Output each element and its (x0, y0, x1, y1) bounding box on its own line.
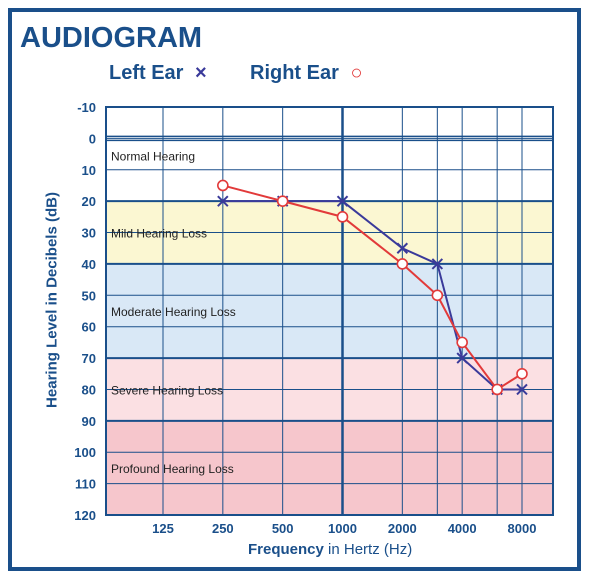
plot-border (105, 106, 554, 516)
x-axis-label: Frequency in Hertz (Hz) (248, 541, 412, 558)
right-ear-point-0 (217, 179, 229, 192)
left-ear-point-7 (516, 383, 528, 396)
band-label-0: Normal Hearing (111, 149, 195, 163)
x-tick-label-1000: 1000 (328, 521, 357, 536)
x-axis-label-rest: in Hertz (Hz) (323, 541, 413, 558)
right-ear-point-6 (491, 383, 503, 396)
y-tick-label-30: 30 (82, 226, 96, 241)
right-ear-point-5 (456, 336, 468, 349)
right-ear-point-7 (516, 367, 528, 380)
right-ear-point-2 (336, 211, 349, 223)
band-2 (106, 263, 553, 359)
left-ear-point-2 (336, 195, 349, 207)
series-line-left-ear (222, 200, 522, 391)
x-tick-label-500: 500 (272, 521, 294, 536)
x-tick-label-2000: 2000 (388, 521, 417, 536)
x-tick-label-125: 125 (152, 521, 174, 536)
legend-left-label: Left Ear (109, 62, 184, 84)
legend-right-marker-icon: ○ (350, 62, 363, 84)
y-tick-label-50: 50 (82, 288, 96, 303)
x-axis-label-bold: Frequency (248, 541, 324, 558)
x-tick-label-250: 250 (212, 521, 234, 536)
y-tick-label-20: 20 (82, 194, 96, 209)
y-tick-label--10: -10 (77, 100, 96, 115)
y-axis-label-text: Hearing Level in Decibels (dB) (43, 192, 61, 408)
y-tick-label-120: 120 (74, 508, 96, 523)
x-tick-label-4000: 4000 (448, 521, 477, 536)
x-tick-label-8000: 8000 (508, 521, 537, 536)
y-tick-label-90: 90 (82, 414, 96, 429)
band-label-3: Severe Hearing Loss (111, 383, 223, 397)
band-label-1: Mild Hearing Loss (111, 227, 207, 241)
y-tick-label-80: 80 (82, 382, 96, 397)
legend-right-label: Right Ear (250, 62, 339, 84)
plot-top-strip (106, 107, 553, 139)
y-tick-label-10: 10 (82, 163, 96, 178)
y-tick-label-40: 40 (82, 257, 96, 272)
legend-left-ear: Left Ear × (109, 62, 207, 85)
left-ear-point-5 (456, 352, 468, 364)
legend-left-marker-icon: × (195, 62, 207, 84)
y-tick-label-70: 70 (82, 351, 96, 366)
left-ear-point-4 (431, 258, 444, 270)
band-4 (106, 420, 553, 515)
chart-title: AUDIOGRAM (20, 22, 203, 54)
right-ear-point-3 (396, 258, 409, 270)
legend-right-ear: Right Ear ○ (250, 62, 363, 85)
right-ear-point-4 (431, 289, 444, 302)
y-tick-label-110: 110 (75, 477, 96, 492)
left-ear-point-3 (396, 242, 409, 254)
band-label-4: Profound Hearing Loss (111, 462, 234, 476)
series-line-right-ear (222, 184, 523, 391)
y-tick-label-100: 100 (74, 445, 96, 460)
band-label-2: Moderate Hearing Loss (111, 305, 236, 319)
right-ear-point-1 (276, 195, 289, 207)
y-tick-label-0: 0 (89, 131, 96, 146)
y-tick-label-60: 60 (82, 320, 96, 335)
left-ear-point-0 (217, 195, 229, 207)
